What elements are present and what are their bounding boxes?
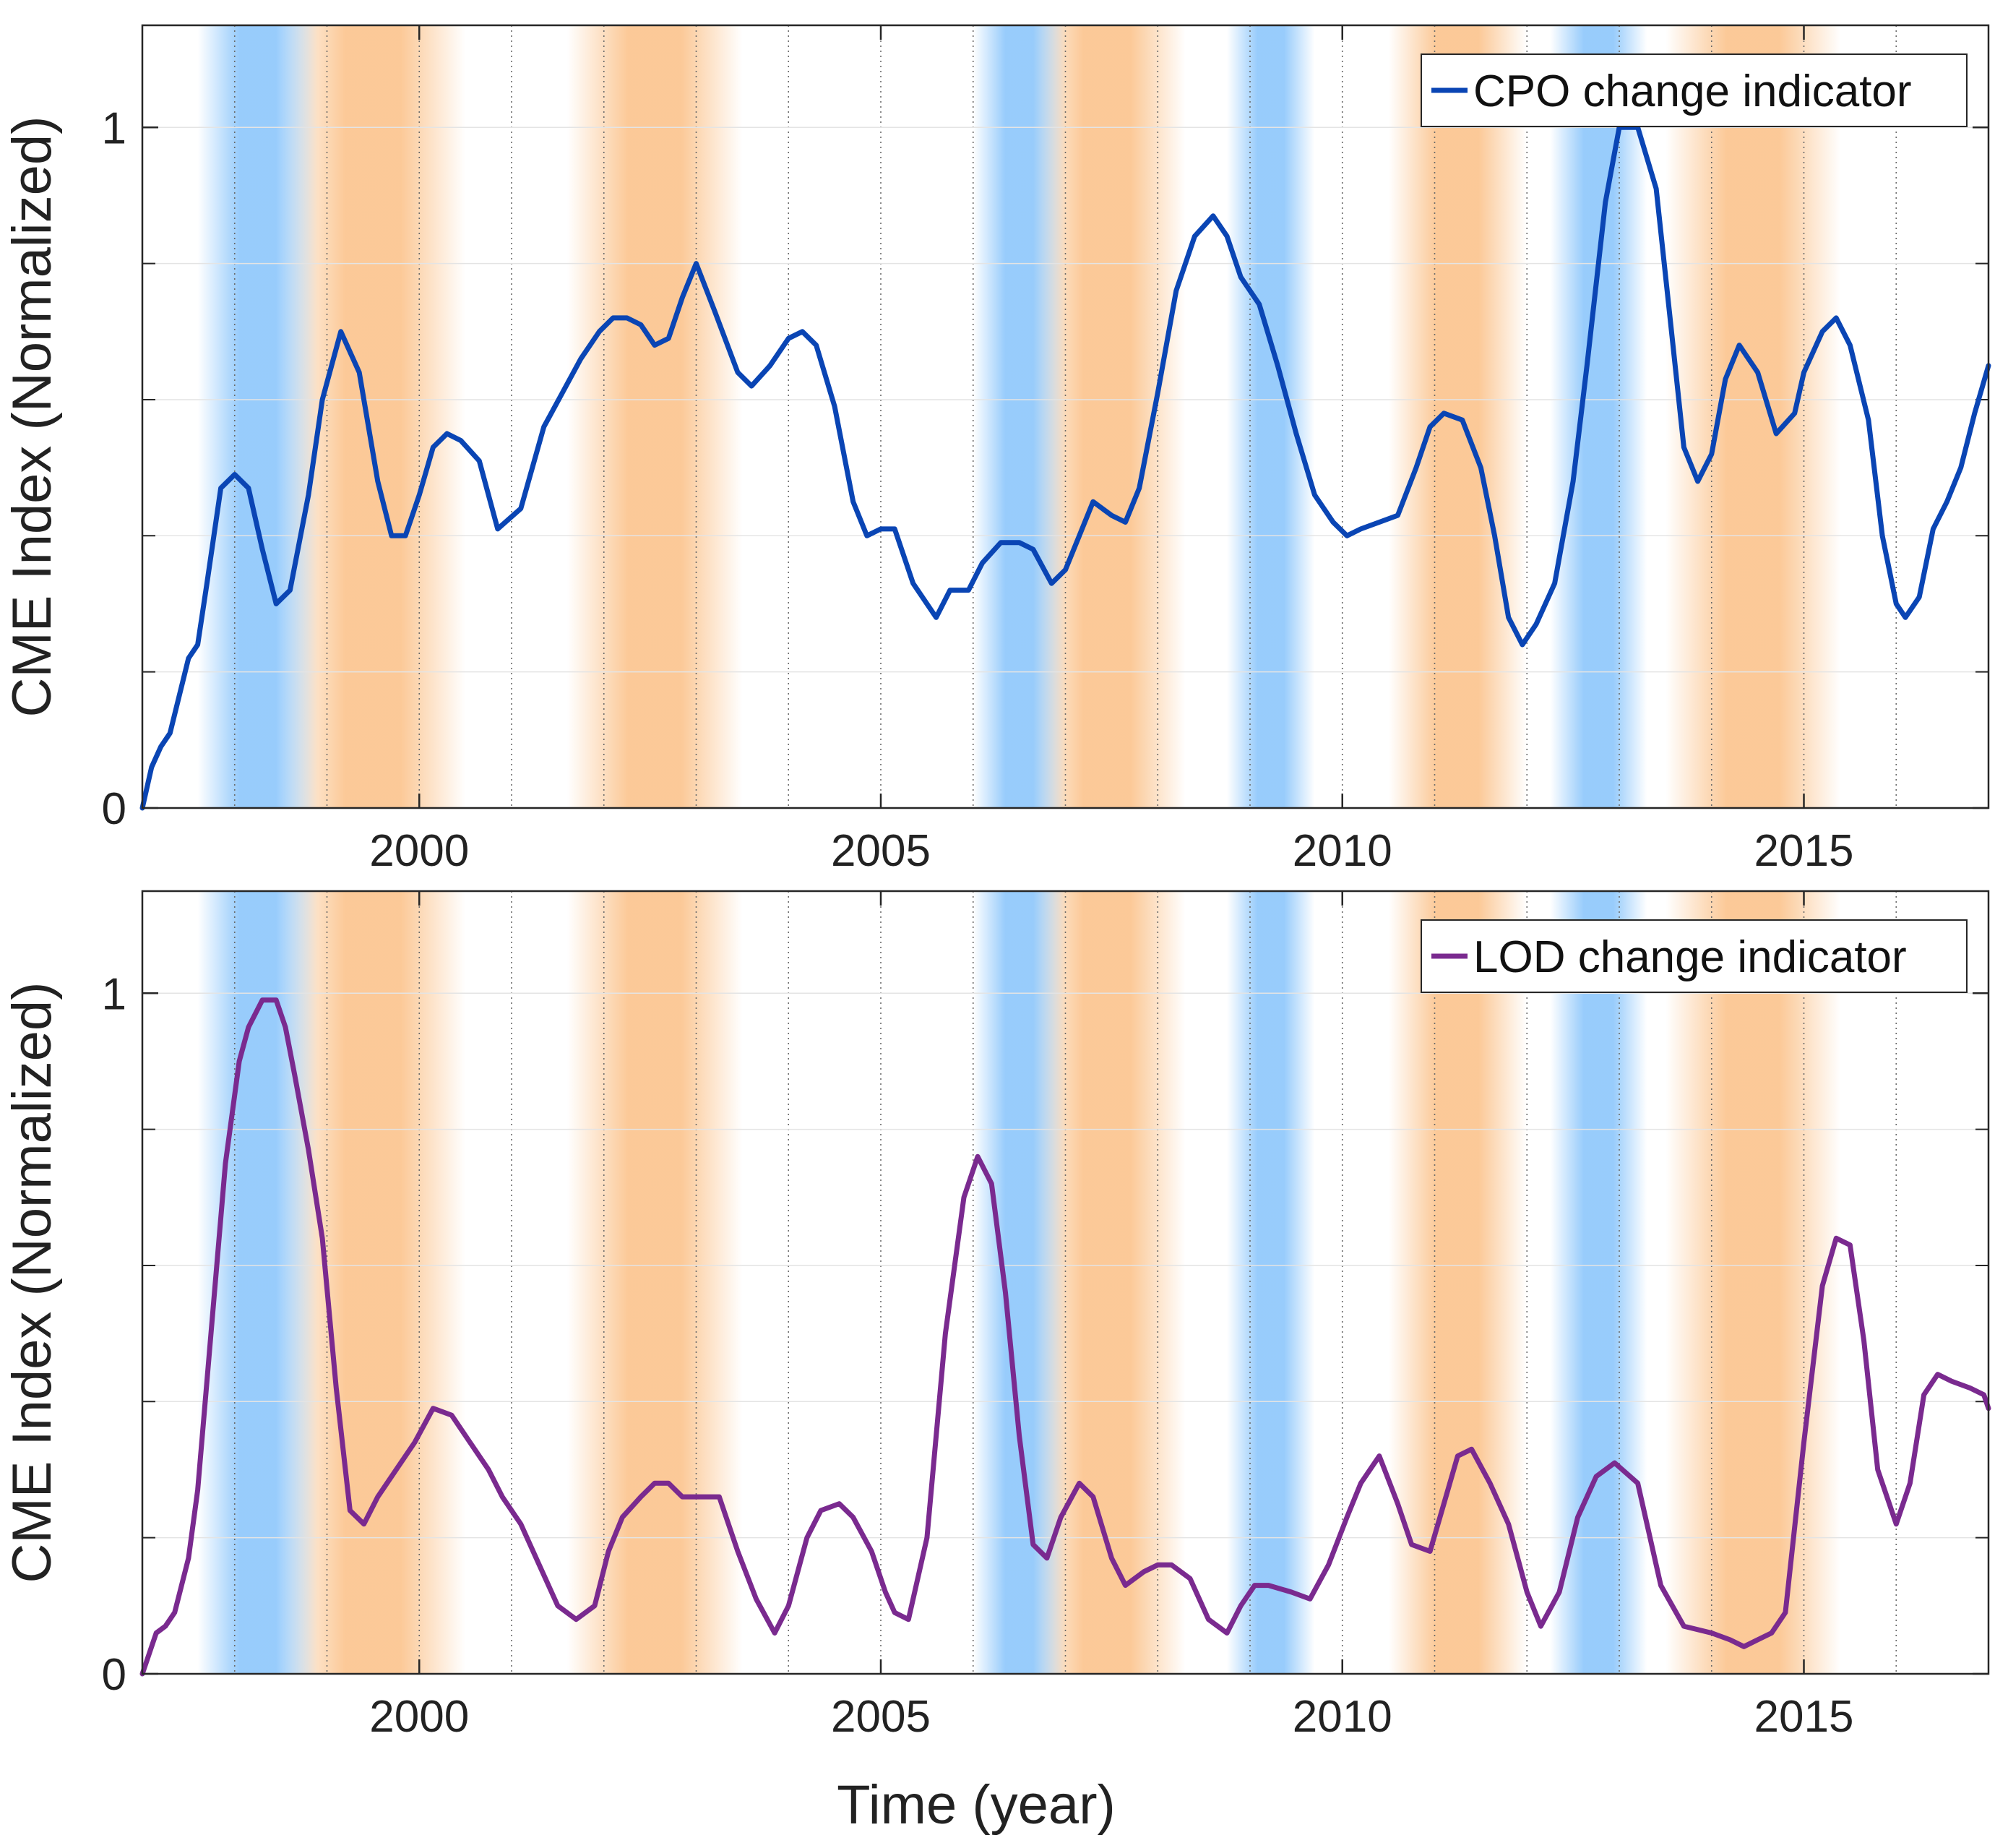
axes-box bbox=[141, 24, 1990, 809]
legend-box bbox=[1421, 53, 1968, 127]
blue-band bbox=[1227, 891, 1315, 1674]
x-tick-label: 2010 bbox=[1293, 826, 1392, 876]
y-tick-label: 1 bbox=[102, 103, 126, 153]
lod-panel: 2000 2005 2010 2015 0 1 CME Index (Normalized)… bbox=[1, 890, 1991, 1742]
blue-band bbox=[1227, 25, 1315, 808]
x-tick-label: 2015 bbox=[1754, 1692, 1854, 1742]
y-axis-label: CME Index (Normalized) bbox=[1, 982, 63, 1583]
x-tick-label: 2005 bbox=[831, 826, 931, 876]
orange-band bbox=[1388, 891, 1527, 1674]
blue-band bbox=[197, 25, 318, 808]
blue-band bbox=[973, 891, 1066, 1674]
cpo-panel: 2000 2005 2010 2015 0 1 CME Index (Normalized)… bbox=[1, 24, 1991, 876]
y-tick-label: 1 bbox=[102, 969, 126, 1019]
x-tick-label: 2005 bbox=[831, 1692, 931, 1742]
blue-band bbox=[1550, 891, 1647, 1674]
orange-band bbox=[1665, 891, 1841, 1674]
legend: LOD change indicator bbox=[1421, 919, 1968, 993]
orange-band bbox=[566, 25, 743, 808]
lod-series-line bbox=[139, 997, 1991, 1677]
orange-band bbox=[1665, 25, 1841, 808]
x-tick-label: 2000 bbox=[369, 826, 469, 876]
x-tick-label: 2015 bbox=[1754, 826, 1854, 876]
x-tick-label: 2000 bbox=[369, 1692, 469, 1742]
y-axis-label: CME Index (Normalized) bbox=[1, 116, 63, 718]
y-tick-label: 0 bbox=[102, 1650, 126, 1700]
legend: CPO change indicator bbox=[1421, 53, 1968, 127]
blue-band bbox=[1550, 25, 1647, 808]
y-tick-label: 0 bbox=[102, 784, 126, 834]
x-tick-label: 2010 bbox=[1293, 1692, 1392, 1742]
orange-band bbox=[566, 891, 743, 1674]
x-axis-label: Time (year) bbox=[837, 1774, 1116, 1836]
cpo-series-line bbox=[139, 124, 1991, 811]
blue-band bbox=[973, 25, 1066, 808]
legend-label: LOD change indicator bbox=[1473, 932, 1907, 982]
axes-box bbox=[141, 890, 1990, 1675]
legend-box bbox=[1421, 919, 1968, 993]
legend-label: CPO change indicator bbox=[1473, 66, 1912, 116]
